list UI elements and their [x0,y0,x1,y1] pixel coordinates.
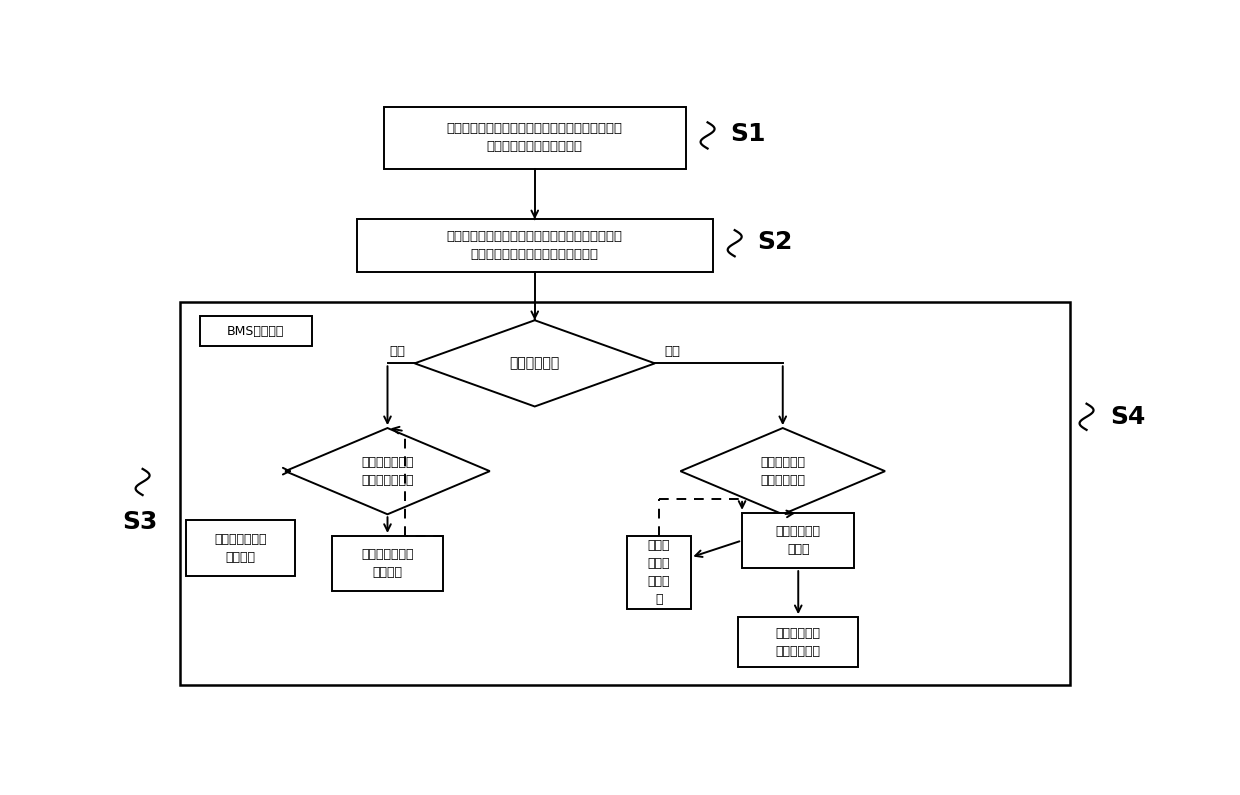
Text: 判断工作模式: 判断工作模式 [510,356,560,370]
Bar [180,302,1069,685]
Bar [357,219,713,272]
Text: S4: S4 [1110,405,1146,429]
Text: 电容的电压相
同，充电停止: 电容的电压相 同，充电停止 [776,626,821,657]
Text: 电容电
压不同
继续充
电: 电容电 压不同 继续充 电 [647,539,670,607]
Polygon shape [285,428,490,514]
Bar [738,617,858,667]
Text: 将电池包拆散，对锂电芯的电压、温度、容量、功
率等电性数据进行性能评估: 将电池包拆散，对锂电芯的电压、温度、容量、功 率等电性数据进行性能评估 [446,122,622,153]
Text: S3: S3 [122,510,157,534]
Bar [383,107,686,169]
Bar [627,536,691,610]
Bar [186,521,295,576]
Polygon shape [681,428,885,514]
Text: 限制电路开启
充电电路充电: 限制电路开启 充电电路充电 [760,456,805,487]
Text: 根据采集的测试结果将容量相当的锂电芯根据容量
穿插连接重新成组组装成新的电池包: 根据采集的测试结果将容量相当的锂电芯根据容量 穿插连接重新成组组装成新的电池包 [446,230,622,261]
Text: 比较电容的电
压大小: 比较电容的电 压大小 [776,525,821,556]
Text: BMS监测系统: BMS监测系统 [227,324,284,338]
Text: 比较电池包的电
压与阈值的大小: 比较电池包的电 压与阈值的大小 [361,456,414,487]
Bar [200,316,312,346]
Text: 低于阈值电池包
停止放电: 低于阈值电池包 停止放电 [361,548,414,579]
Polygon shape [414,320,655,406]
Text: 高于阈值电池包
继续放电: 高于阈值电池包 继续放电 [215,533,267,564]
Text: 充电: 充电 [663,344,680,358]
Text: 放电: 放电 [389,344,405,358]
Text: S1: S1 [730,122,765,146]
Bar [742,513,854,568]
Bar [332,536,443,591]
Text: S2: S2 [758,230,792,254]
